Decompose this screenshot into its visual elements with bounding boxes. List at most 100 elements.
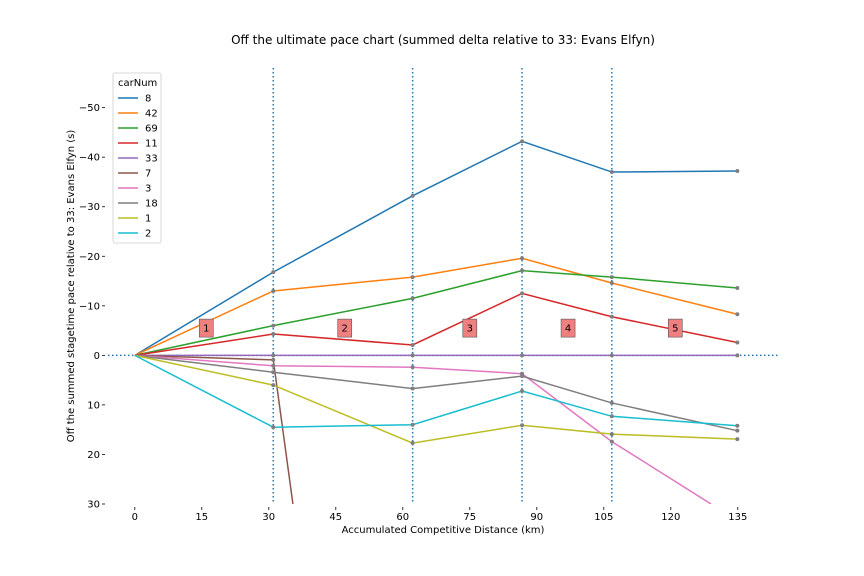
data-point — [735, 285, 740, 290]
data-point — [735, 437, 740, 442]
data-point — [609, 414, 614, 419]
data-point — [520, 256, 525, 261]
chart-title: Off the ultimate pace chart (summed delt… — [231, 33, 655, 47]
series-2 — [134, 354, 740, 430]
data-point — [609, 353, 614, 358]
stage-label-text: 3 — [467, 324, 473, 335]
x-tick-label: 105 — [594, 512, 613, 523]
series-33 — [134, 353, 740, 358]
legend-item-1: 1 — [118, 214, 151, 225]
series-line — [134, 140, 738, 357]
data-point — [520, 291, 525, 296]
legend-item-2: 2 — [118, 229, 151, 240]
legend-label: 1 — [145, 214, 151, 225]
data-point — [609, 439, 614, 444]
data-point — [735, 353, 740, 358]
stage-label-3: 3 — [462, 318, 478, 338]
y-tick-label: −30 — [79, 202, 100, 213]
series-line — [134, 354, 712, 504]
stage-label-box — [667, 318, 683, 338]
data-point — [520, 353, 525, 358]
data-point — [410, 353, 415, 358]
legend-title: carNum — [118, 78, 157, 89]
legend-item-8: 8 — [118, 94, 151, 105]
series-line — [134, 292, 738, 357]
series-3 — [134, 354, 712, 504]
data-point — [735, 428, 740, 433]
x-axis-label: Accumulated Competitive Distance (km) — [342, 525, 545, 536]
legend-label: 11 — [145, 139, 158, 150]
data-point — [609, 314, 614, 319]
data-point — [410, 386, 415, 391]
y-tick-label: 0 — [94, 351, 100, 362]
x-tick-label: 120 — [661, 512, 680, 523]
legend-label: 7 — [145, 169, 151, 180]
stage-label-5: 5 — [667, 318, 683, 338]
legend-item-3: 3 — [118, 184, 151, 195]
data-point — [520, 389, 525, 394]
data-point — [609, 400, 614, 405]
y-tick-label: −20 — [79, 252, 100, 263]
data-point — [735, 312, 740, 317]
series-18 — [134, 354, 740, 433]
data-point — [271, 323, 276, 328]
legend: carNum 8 42 69 11 33 7 3 18 1 2 — [112, 72, 162, 244]
stage-label-box — [198, 318, 214, 338]
x-tick-label: 15 — [195, 512, 208, 523]
legend-label: 3 — [145, 184, 151, 195]
data-point — [271, 370, 276, 375]
data-point — [520, 268, 525, 273]
legend-item-42: 42 — [118, 109, 158, 120]
y-tick-label: −40 — [79, 153, 100, 164]
x-tick-label: 30 — [262, 512, 275, 523]
stage-label-box — [560, 318, 576, 338]
stage-label-text: 5 — [672, 324, 678, 335]
y-tick-label: 10 — [87, 400, 100, 411]
legend-item-33: 33 — [118, 154, 158, 165]
data-point — [410, 422, 415, 427]
series-7 — [134, 354, 294, 504]
data-point — [520, 374, 525, 379]
data-point — [735, 423, 740, 428]
stage-label-text: 4 — [565, 324, 571, 335]
series-line — [134, 354, 738, 428]
stage-label-box — [337, 318, 353, 338]
series-line — [134, 354, 738, 432]
data-point — [271, 425, 276, 430]
data-point — [410, 441, 415, 446]
legend-label: 8 — [145, 94, 151, 105]
legend-label: 42 — [145, 109, 158, 120]
series-1 — [134, 354, 740, 446]
series-group — [134, 139, 740, 504]
data-point — [410, 296, 415, 301]
data-point — [271, 270, 276, 275]
legend-label: 69 — [145, 124, 158, 135]
data-point — [609, 275, 614, 280]
legend-item-7: 7 — [118, 169, 151, 180]
data-point — [735, 340, 740, 345]
series-line — [134, 354, 294, 504]
legend-label: 18 — [145, 199, 158, 210]
stage-label-4: 4 — [560, 318, 576, 338]
data-point — [609, 170, 614, 175]
legend-label: 2 — [145, 229, 151, 240]
y-tick-label: −50 — [79, 103, 100, 114]
data-point — [410, 365, 415, 370]
data-point — [410, 275, 415, 280]
stage-label-text: 1 — [203, 324, 209, 335]
series-line — [134, 257, 738, 357]
x-tick-label: 0 — [132, 512, 138, 523]
data-point — [271, 383, 276, 388]
data-point — [271, 353, 276, 358]
data-point — [609, 281, 614, 286]
stage-label-box — [462, 318, 478, 338]
axes: 0 15 30 45 60 75 90 105 120 135−50−40−30−20−10010… — [79, 103, 747, 523]
y-tick-label: 20 — [87, 450, 100, 461]
data-point — [520, 139, 525, 144]
series-69 — [134, 268, 740, 357]
x-tick-label: 45 — [329, 512, 342, 523]
y-axis-label: Off the summed stagetime pace relative t… — [66, 130, 77, 443]
x-tick-label: 90 — [530, 512, 543, 523]
x-tick-label: 135 — [728, 512, 747, 523]
data-point — [520, 423, 525, 428]
